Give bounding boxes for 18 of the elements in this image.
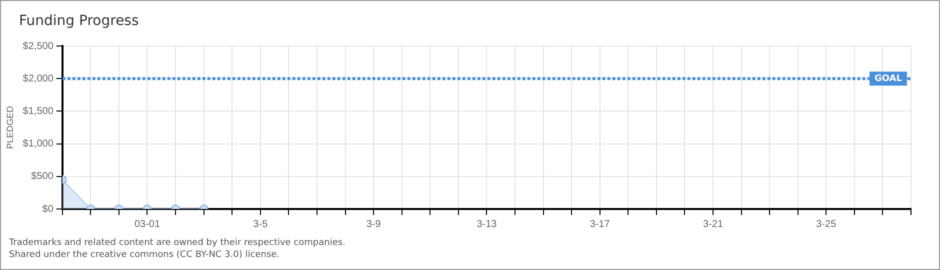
x-tick-label: 3-21 [702,218,724,230]
y-tick-label: $1,500 [22,106,54,117]
y-tick-label: $1,000 [22,138,54,150]
y-tick-label: $2,500 [22,40,54,52]
y-tick-label: $2,000 [22,73,54,84]
x-tick-label: 3-9 [366,218,382,230]
y-axis-title: PLEDGED [4,105,15,150]
x-tick-label: 03-01 [134,218,160,230]
y-tick-label: $500 [31,171,54,182]
x-tick-label: 3-17 [590,218,610,230]
chart-title: Funding Progress [19,13,139,29]
text: Shared under the creative commons (CC BY-NC 3.0) license. [9,249,281,261]
y-tick-label: $0 [42,204,54,215]
x-tick-label: 3-25 [816,218,837,230]
ref-line-label: GOAL [874,74,902,84]
x-tick-label: 3-13 [476,218,498,230]
text: Trademarks and related content are owned by their respective companies. [9,237,346,249]
x-tick-label: 3-5 [253,218,268,230]
